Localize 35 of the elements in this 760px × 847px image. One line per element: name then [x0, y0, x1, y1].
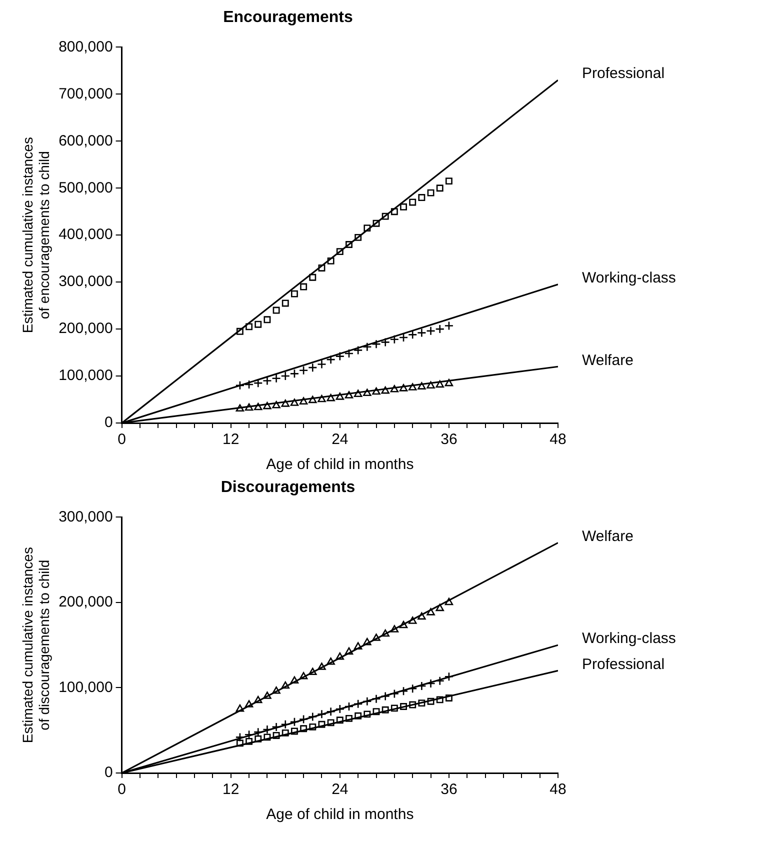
- x-axis-title: Age of child in months: [266, 456, 414, 474]
- series-label: Professional: [582, 65, 665, 82]
- series-label: Working-class: [582, 270, 676, 287]
- series-label: Working-class: [582, 630, 676, 648]
- x-tick-label: 36: [440, 431, 458, 448]
- y-tick-label: 0: [104, 414, 113, 432]
- x-tick-label: 36: [440, 781, 458, 798]
- y-tick-label: 100,000: [58, 367, 113, 384]
- x-tick-label: 24: [332, 431, 348, 448]
- chart-title: Encouragements: [223, 9, 354, 26]
- y-tick-label: 800,000: [58, 38, 113, 56]
- x-tick-label: 0: [118, 431, 126, 448]
- y-tick-label: 300,000: [58, 508, 113, 526]
- x-tick-label: 48: [550, 431, 566, 448]
- y-tick-label: 200,000: [58, 320, 113, 338]
- y-tick-label: 400,000: [58, 226, 113, 244]
- x-tick-label: 24: [332, 781, 348, 798]
- series-label: Welfare: [582, 352, 634, 369]
- y-tick-label: 0: [104, 764, 113, 782]
- series-label: Professional: [582, 656, 665, 673]
- y-tick-label: 500,000: [58, 179, 113, 196]
- x-tick-label: 48: [550, 781, 566, 798]
- y-tick-label: 300,000: [58, 273, 113, 290]
- series-label: Welfare: [582, 528, 634, 545]
- y-tick-label: 100,000: [58, 678, 113, 696]
- x-tick-label: 12: [222, 431, 240, 448]
- x-tick-label: 0: [118, 781, 126, 798]
- chart-title: Discouragements: [220, 479, 356, 496]
- y-tick-label: 600,000: [58, 132, 113, 150]
- y-axis-title: Estimated cumulative instances of encouragements to child: [19, 137, 52, 334]
- x-axis-title: Age of child in months: [266, 806, 414, 824]
- y-tick-label: 200,000: [58, 594, 113, 611]
- x-tick-label: 12: [222, 781, 240, 798]
- y-tick-label: 700,000: [58, 85, 113, 102]
- y-axis-title: Estimated cumulative instances of discouragements to child: [19, 547, 52, 744]
